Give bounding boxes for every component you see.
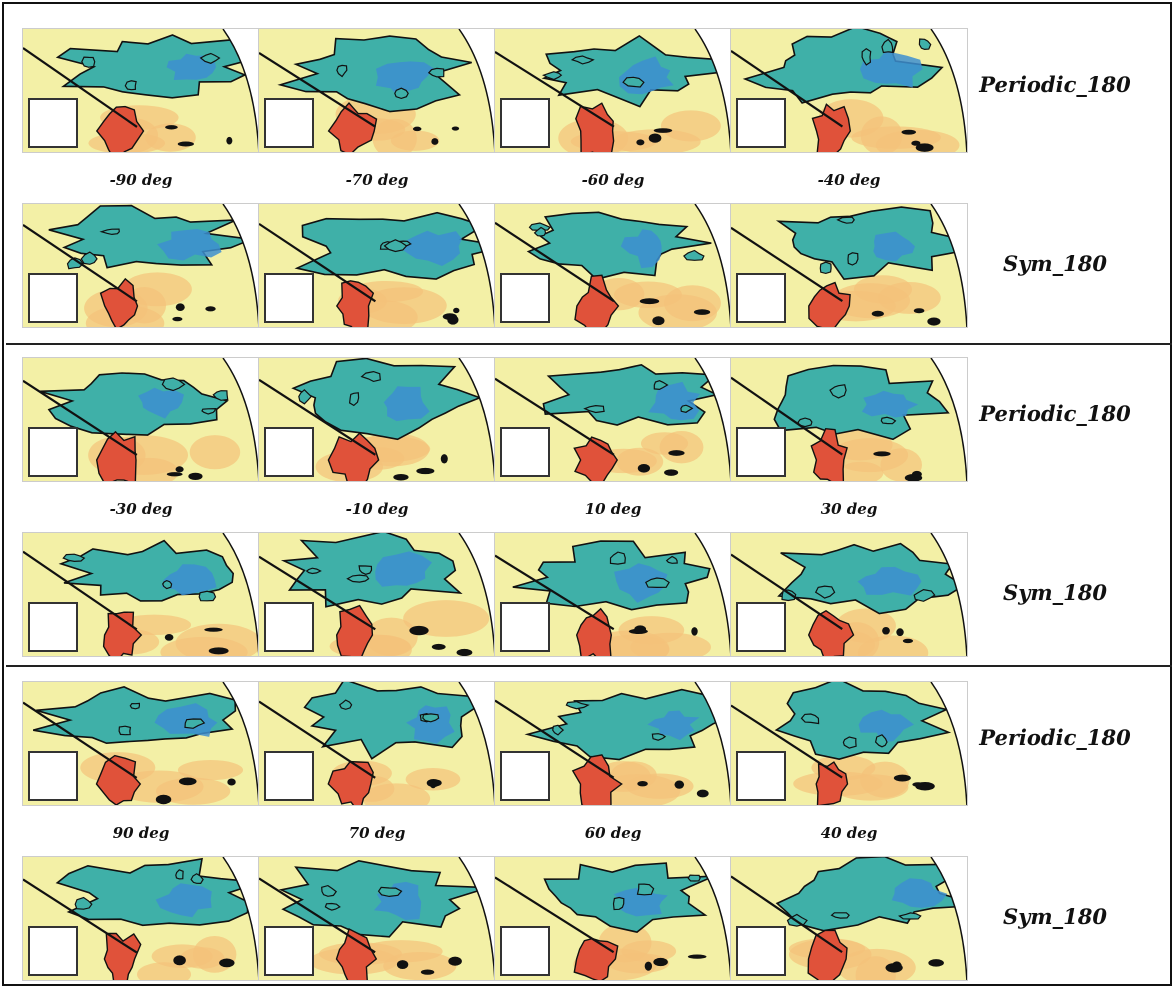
map-panel <box>730 203 968 328</box>
map-panel <box>258 28 496 153</box>
map-panel <box>22 28 260 153</box>
map-panel <box>494 681 732 806</box>
map-panel <box>22 357 260 482</box>
angle-label: 90 deg <box>112 824 170 842</box>
row-label: Sym_180 <box>1003 251 1107 276</box>
angle-label: 40 deg <box>820 824 878 842</box>
panel-row: Periodic_180 <box>0 28 1176 153</box>
map-panel <box>22 532 260 657</box>
map-panel <box>258 203 496 328</box>
map-panel <box>494 203 732 328</box>
angle-label: -30 deg <box>109 500 173 518</box>
map-panel <box>730 856 968 981</box>
map-panel <box>22 203 260 328</box>
map-panel <box>494 28 732 153</box>
row-label: Periodic_180 <box>979 725 1131 750</box>
angle-label: -60 deg <box>581 171 645 189</box>
map-panel <box>22 681 260 806</box>
angle-label: 10 deg <box>584 500 642 518</box>
angle-label: 30 deg <box>820 500 878 518</box>
row-label: Sym_180 <box>1003 904 1107 929</box>
angle-label: -90 deg <box>109 171 173 189</box>
panel-row: Sym_180 <box>0 532 1176 657</box>
map-panel <box>22 856 260 981</box>
group-separator <box>6 343 1172 345</box>
map-panel <box>258 357 496 482</box>
panel-row: Sym_180 <box>0 856 1176 981</box>
angle-label: 70 deg <box>348 824 406 842</box>
map-panel <box>730 357 968 482</box>
panel-row: Sym_180 <box>0 203 1176 328</box>
map-panel <box>730 532 968 657</box>
map-panel <box>494 856 732 981</box>
map-panel <box>258 681 496 806</box>
angle-label: 60 deg <box>584 824 642 842</box>
map-panel <box>258 532 496 657</box>
map-panel <box>730 28 968 153</box>
angle-label: -10 deg <box>345 500 409 518</box>
group-separator <box>6 665 1172 667</box>
angle-label: -40 deg <box>817 171 881 189</box>
map-panel <box>494 357 732 482</box>
panel-row: Periodic_180 <box>0 681 1176 806</box>
row-label: Sym_180 <box>1003 580 1107 605</box>
row-label: Periodic_180 <box>979 72 1131 97</box>
map-panel <box>730 681 968 806</box>
panel-row: Periodic_180 <box>0 357 1176 482</box>
map-panel <box>494 532 732 657</box>
row-label: Periodic_180 <box>979 401 1131 426</box>
angle-label: -70 deg <box>345 171 409 189</box>
map-panel <box>258 856 496 981</box>
